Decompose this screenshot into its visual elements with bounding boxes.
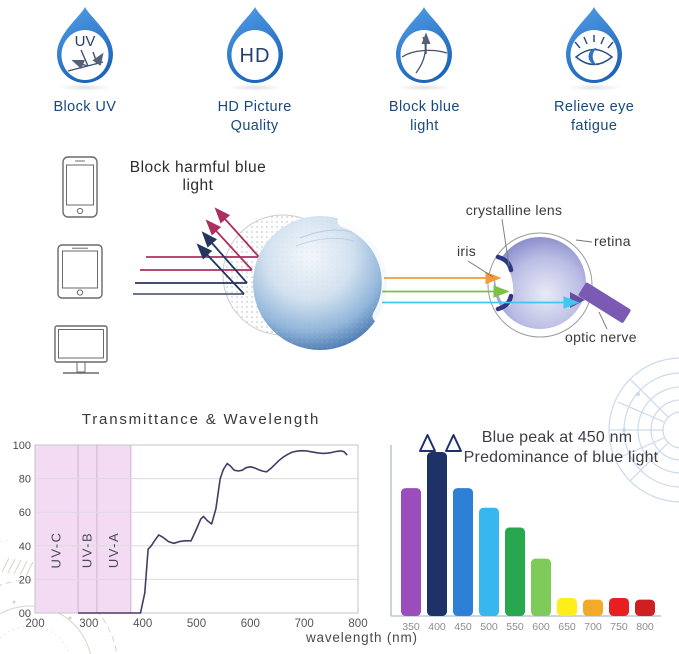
block-harmful-text: Block harmful blue light	[129, 159, 267, 195]
optic-nerve-shape	[578, 282, 631, 323]
icon-shadow	[227, 84, 282, 91]
bar-650nm	[557, 597, 577, 616]
monitor-icon	[54, 325, 108, 374]
label-optic-nerve: optic nerve	[565, 329, 637, 345]
iris-arcs	[495, 254, 514, 312]
tablet-icon	[57, 244, 103, 299]
feature-label: Relieve eye fatigue	[554, 99, 635, 134]
feature-label: Block UV	[53, 99, 117, 115]
leader-lines	[467, 218, 608, 330]
label-crystalline-lens: crystalline lens	[465, 202, 563, 218]
bar-550nm	[505, 527, 525, 616]
bar-450nm	[453, 488, 473, 616]
bar-800nm	[635, 599, 655, 616]
x-tick-label: 600	[241, 618, 260, 630]
eye-moon-icon	[566, 7, 623, 83]
uv-band	[35, 445, 79, 613]
peak-triangle-icon	[445, 434, 462, 452]
uv-text: UV	[74, 33, 95, 50]
lens-eye-scene	[54, 156, 631, 374]
y-tick-label: 40	[19, 541, 31, 553]
y-tick-label: 80	[19, 474, 31, 486]
bar-tick-label: 500	[480, 621, 498, 633]
bar-annotation-line1: Blue peak at 450 nm	[481, 429, 633, 446]
bar-500nm	[479, 507, 499, 616]
transmittance-line-chart: UV-C UV-B UV-A 00 20 40 60 80 100 200 300 400 500 600…	[13, 440, 368, 630]
bar-350nm	[401, 488, 421, 616]
transmittance-curve	[78, 449, 348, 614]
bar-tick-label: 600	[532, 621, 550, 633]
feature-label: HD Picture Quality	[217, 99, 292, 134]
uv-reflect-icon: UV	[56, 7, 113, 83]
bar-tick-label: 350	[402, 621, 420, 633]
feature-label: Block blue light	[388, 99, 460, 134]
icon-shadow	[57, 84, 112, 91]
bar-tick-label: 400	[428, 621, 446, 633]
feature-hd-quality: HD HD Picture Quality	[170, 4, 340, 136]
sclera-outline	[487, 232, 593, 338]
x-tick-label: 700	[295, 618, 314, 630]
icon-shadow	[397, 84, 452, 91]
bar-annotation-line2: Predominance of blue light	[463, 449, 659, 466]
uv-band	[78, 445, 97, 613]
x-axis-label: wavelength (nm)	[306, 630, 418, 645]
label-iris: iris	[457, 243, 477, 259]
x-tick-label: 200	[25, 618, 44, 630]
lens-sphere	[253, 214, 395, 350]
x-tick-label: 300	[79, 618, 98, 630]
compass-watermark-icon	[608, 357, 679, 503]
icon-shadow	[567, 84, 622, 91]
bar-400nm	[427, 452, 447, 616]
plot-border	[34, 444, 359, 614]
smartphone-icon	[62, 156, 98, 218]
spectrum-bar-chart: 350 400 450 500 550 600 650 700 750 800	[390, 434, 661, 633]
hd-text: HD	[239, 45, 270, 67]
y-tick-label: 20	[19, 574, 31, 586]
bar-tick-label: 450	[454, 621, 472, 633]
reflected-rays	[196, 207, 260, 295]
line-chart-title: Transmittance & Wavelength	[81, 411, 321, 428]
uv-band-label: UV-A	[106, 532, 121, 568]
feature-row: UV Block UV HD HD Picture Quality	[0, 4, 679, 136]
bar-700nm	[583, 599, 603, 616]
x-tick-label: 500	[187, 618, 206, 630]
y-tick-label: 00	[19, 608, 31, 620]
transmitted-rays	[382, 271, 580, 309]
peak-triangle-icon	[419, 434, 436, 452]
eyeball	[494, 237, 586, 329]
crescent-moon-icon	[588, 48, 598, 65]
bar-tick-label: 650	[558, 621, 576, 633]
bar-tick-label: 700	[584, 621, 602, 633]
bar-600nm	[531, 558, 551, 616]
hd-icon: HD	[226, 7, 283, 83]
feature-block-uv: UV Block UV	[0, 4, 170, 136]
y-tick-label: 60	[19, 507, 31, 519]
lens-deflect-icon	[396, 7, 453, 83]
uv-band	[96, 445, 131, 613]
feature-relieve-fatigue: Relieve eye fatigue	[509, 4, 679, 136]
uv-band-label: UV-C	[49, 531, 64, 568]
bar-tick-label: 550	[506, 621, 524, 633]
bar-750nm	[609, 597, 629, 616]
bar-tick-label: 800	[636, 621, 654, 633]
y-tick-label: 100	[13, 440, 31, 452]
uv-band-label: UV-B	[79, 532, 94, 568]
x-tick-label: 800	[348, 618, 367, 630]
feature-block-blue-light: Block blue light	[340, 4, 510, 136]
bar-tick-label: 750	[610, 621, 628, 633]
label-retina: retina	[594, 233, 631, 249]
x-tick-label: 400	[133, 618, 152, 630]
device-icons	[54, 156, 108, 374]
